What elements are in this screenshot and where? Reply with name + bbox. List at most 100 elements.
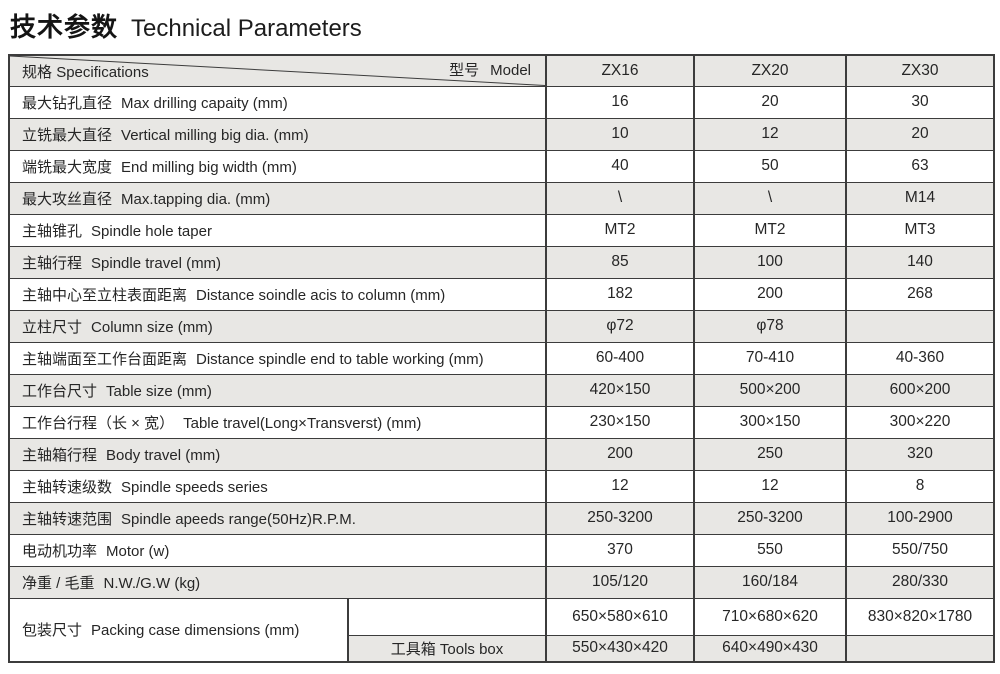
- packing-value: 550×430×420: [545, 634, 695, 663]
- spec-value: MT2: [545, 213, 695, 247]
- spec-value: 70-410: [693, 341, 847, 375]
- spec-row: 工作台尺寸 Table size (mm) 420×150 500×200 600×20…: [8, 373, 995, 407]
- spec-value: 40-360: [845, 341, 995, 375]
- spec-label-zh: 主轴锥孔: [22, 222, 83, 240]
- spec-label-cell: 主轴端面至工作台面距离 Distance spindle end to table…: [8, 341, 547, 375]
- spec-value: 12: [693, 117, 847, 151]
- spec-label-en: Spindle apeeds range(50Hz)R.P.M.: [121, 510, 356, 528]
- spec-label-en: Spindle travel (mm): [91, 254, 222, 272]
- spec-label-en: Distance soindle acis to column (mm): [196, 286, 446, 304]
- spec-value: 550/750: [845, 533, 995, 567]
- spec-row: 主轴锥孔 Spindle hole taper MT2 MT2 MT3: [8, 213, 995, 247]
- spec-value: 50: [693, 149, 847, 183]
- packing-sub-cell: [347, 597, 547, 636]
- spec-label-cell: 主轴转速范围 Spindle apeeds range(50Hz)R.P.M.: [8, 501, 547, 535]
- column-header-zx16: ZX16: [545, 54, 695, 87]
- spec-value: 300×220: [845, 405, 995, 439]
- spec-label-zh: 主轴行程: [22, 254, 83, 272]
- packing-value: 710×680×620: [693, 597, 847, 636]
- spec-label-cell: 立铣最大直径 Vertical milling big dia. (mm): [8, 117, 547, 151]
- spec-value: 250-3200: [545, 501, 695, 535]
- spec-label-en: Motor (w): [106, 542, 170, 560]
- table-body: 最大钻孔直径 Max drilling capaity (mm) 16 20 30 立铣最…: [8, 85, 995, 663]
- spec-row: 主轴行程 Spindle travel (mm) 85 100 140: [8, 245, 995, 279]
- spec-label-zh: 净重 / 毛重: [22, 574, 95, 592]
- spec-label-zh: 工作台行程（长 × 宽）: [22, 414, 175, 432]
- spec-value: φ78: [693, 309, 847, 343]
- model-header-label: 型号 Model: [449, 59, 531, 80]
- page-title-en: Technical Parameters: [131, 15, 362, 42]
- spec-label-cell: 主轴中心至立柱表面距离 Distance soindle acis to colu…: [8, 277, 547, 311]
- spec-label-zh: 主轴端面至工作台面距离: [22, 350, 188, 368]
- spec-value: \: [693, 181, 847, 215]
- spec-label-cell: 工作台尺寸 Table size (mm): [8, 373, 547, 407]
- tools-box-cell: 工具箱 Tools box: [347, 634, 547, 663]
- packing-value: 830×820×1780: [845, 597, 995, 636]
- spec-label-cell: 主轴行程 Spindle travel (mm): [8, 245, 547, 279]
- spec-label-zh: 最大攻丝直径: [22, 190, 113, 208]
- spec-label-cell: 净重 / 毛重 N.W./G.W (kg): [8, 565, 547, 599]
- spec-value: 250-3200: [693, 501, 847, 535]
- spec-row: 主轴端面至工作台面距离 Distance spindle end to table…: [8, 341, 995, 375]
- spec-value: 370: [545, 533, 695, 567]
- spec-value: 420×150: [545, 373, 695, 407]
- spec-value: 16: [545, 85, 695, 119]
- spec-value: 300×150: [693, 405, 847, 439]
- model-header-en: Model: [490, 62, 531, 79]
- diagonal-divider-line: [10, 56, 545, 86]
- column-header-zx30: ZX30: [845, 54, 995, 87]
- packing-label-cell: 包装尺寸 Packing case dimensions (mm): [8, 597, 349, 663]
- spec-row: 主轴箱行程 Body travel (mm) 200 250 320: [8, 437, 995, 471]
- spec-label-en: Vertical milling big dia. (mm): [121, 126, 309, 144]
- spec-label-en: Table size (mm): [106, 382, 212, 400]
- model-header-zh: 型号: [449, 62, 480, 79]
- spec-value: φ72: [545, 309, 695, 343]
- spec-row: 电动机功率 Motor (w) 370 550 550/750: [8, 533, 995, 567]
- spec-label-zh: 端铣最大宽度: [22, 158, 113, 176]
- page-title: 技术参数 Technical Parameters: [10, 7, 362, 44]
- spec-label-en: Spindle hole taper: [91, 222, 212, 240]
- spec-value: M14: [845, 181, 995, 215]
- column-header-zx20: ZX20: [693, 54, 847, 87]
- spec-label-en: Max drilling capaity (mm): [121, 94, 288, 112]
- spec-label-cell: 最大钻孔直径 Max drilling capaity (mm): [8, 85, 547, 119]
- spec-header-zh: 规格: [22, 63, 53, 81]
- packing-row: 工具箱 Tools box 550×430×420 640×490×430: [9, 634, 995, 663]
- spec-model-header-cell: 规格 Specifications 型号 Model: [8, 54, 547, 87]
- spec-label-cell: 主轴箱行程 Body travel (mm): [8, 437, 547, 471]
- spec-value: 63: [845, 149, 995, 183]
- spec-label-zh: 立铣最大直径: [22, 126, 113, 144]
- technical-parameters-table: 规格 Specifications 型号 Model ZX16 ZX20 ZX30…: [8, 54, 995, 663]
- spec-value: 500×200: [693, 373, 847, 407]
- spec-label-cell: 工作台行程（长 × 宽） Table travel(Long×Transverst…: [8, 405, 547, 439]
- spec-value: 10: [545, 117, 695, 151]
- spec-value: 250: [693, 437, 847, 471]
- spec-value: 20: [845, 117, 995, 151]
- spec-label-en: Body travel (mm): [106, 446, 221, 464]
- spec-label-zh: 最大钻孔直径: [22, 94, 113, 112]
- spec-label-en: End milling big width (mm): [121, 158, 297, 176]
- spec-label-zh: 主轴箱行程: [22, 446, 98, 464]
- spec-value: 280/330: [845, 565, 995, 599]
- spec-label-cell: 端铣最大宽度 End milling big width (mm): [8, 149, 547, 183]
- spec-row: 主轴转速级数 Spindle speeds series 12 12 8: [8, 469, 995, 503]
- spec-value: 320: [845, 437, 995, 471]
- spec-value: 550: [693, 533, 847, 567]
- spec-value: 140: [845, 245, 995, 279]
- spec-value: 40: [545, 149, 695, 183]
- header-row: 规格 Specifications 型号 Model ZX16 ZX20 ZX30: [8, 54, 995, 87]
- spec-value: MT3: [845, 213, 995, 247]
- spec-row: 净重 / 毛重 N.W./G.W (kg) 105/120 160/184 280/33…: [8, 565, 995, 599]
- packing-value: [845, 634, 995, 663]
- spec-value: 85: [545, 245, 695, 279]
- spec-value: \: [545, 181, 695, 215]
- spec-value: 182: [545, 277, 695, 311]
- spec-label-en: Distance spindle end to table working (m…: [196, 350, 484, 368]
- packing-row: 包装尺寸 Packing case dimensions (mm) 650×580×…: [8, 597, 995, 663]
- packing-value: 640×490×430: [693, 634, 847, 663]
- spec-label-zh: 主轴转速级数: [22, 478, 113, 496]
- spec-row: 工作台行程（长 × 宽） Table travel(Long×Transverst…: [8, 405, 995, 439]
- spec-row: 立铣最大直径 Vertical milling big dia. (mm) 10 12…: [8, 117, 995, 151]
- spec-value: 105/120: [545, 565, 695, 599]
- spec-value: MT2: [693, 213, 847, 247]
